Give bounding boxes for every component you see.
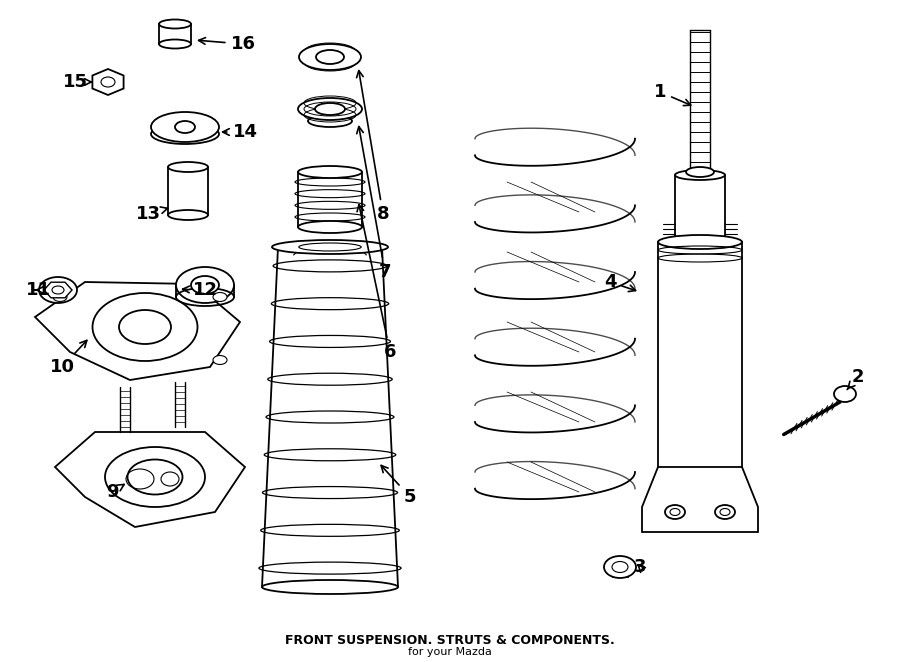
Ellipse shape (298, 166, 362, 178)
Text: 4: 4 (604, 273, 635, 291)
Ellipse shape (715, 505, 735, 519)
Ellipse shape (612, 561, 628, 573)
Text: 5: 5 (381, 465, 416, 506)
Text: 12: 12 (183, 281, 218, 299)
Polygon shape (93, 69, 123, 95)
Text: 15: 15 (62, 73, 91, 91)
Ellipse shape (39, 277, 77, 303)
Ellipse shape (151, 112, 219, 142)
Ellipse shape (105, 447, 205, 507)
Text: 9: 9 (106, 483, 124, 501)
Ellipse shape (299, 243, 361, 251)
Ellipse shape (298, 98, 362, 120)
Text: 7: 7 (356, 126, 392, 281)
Ellipse shape (298, 221, 362, 233)
Ellipse shape (128, 459, 183, 495)
Polygon shape (35, 282, 240, 380)
Ellipse shape (176, 267, 234, 303)
Ellipse shape (262, 580, 398, 594)
Text: 11: 11 (25, 281, 50, 299)
Ellipse shape (834, 386, 856, 402)
Ellipse shape (604, 556, 636, 578)
Ellipse shape (93, 293, 197, 361)
Ellipse shape (316, 50, 344, 64)
Ellipse shape (658, 235, 742, 249)
Ellipse shape (299, 44, 361, 70)
Ellipse shape (175, 121, 195, 133)
Polygon shape (44, 282, 72, 298)
Text: 13: 13 (136, 205, 167, 223)
Ellipse shape (213, 355, 227, 365)
Text: 10: 10 (50, 340, 86, 376)
Text: 16: 16 (199, 35, 256, 53)
Ellipse shape (119, 310, 171, 344)
Text: 1: 1 (653, 83, 690, 106)
Text: 14: 14 (222, 123, 257, 141)
Ellipse shape (159, 19, 191, 28)
Ellipse shape (315, 103, 345, 115)
Ellipse shape (665, 505, 685, 519)
Ellipse shape (272, 240, 388, 254)
Ellipse shape (168, 162, 208, 172)
Text: 3: 3 (634, 558, 646, 576)
Ellipse shape (720, 508, 730, 516)
Text: 6: 6 (357, 205, 396, 361)
Ellipse shape (675, 170, 725, 180)
Ellipse shape (168, 210, 208, 220)
Polygon shape (642, 467, 758, 532)
Text: for your Mazda: for your Mazda (408, 647, 492, 657)
Ellipse shape (159, 40, 191, 48)
Text: FRONT SUSPENSION. STRUTS & COMPONENTS.: FRONT SUSPENSION. STRUTS & COMPONENTS. (285, 634, 615, 647)
Text: 8: 8 (356, 71, 390, 223)
Ellipse shape (191, 276, 219, 294)
Ellipse shape (213, 293, 227, 301)
Ellipse shape (308, 115, 352, 127)
Ellipse shape (675, 237, 725, 247)
Ellipse shape (686, 167, 714, 177)
Ellipse shape (53, 293, 67, 301)
Ellipse shape (52, 286, 64, 294)
Polygon shape (55, 432, 245, 527)
Ellipse shape (670, 508, 680, 516)
Text: 2: 2 (847, 368, 864, 389)
